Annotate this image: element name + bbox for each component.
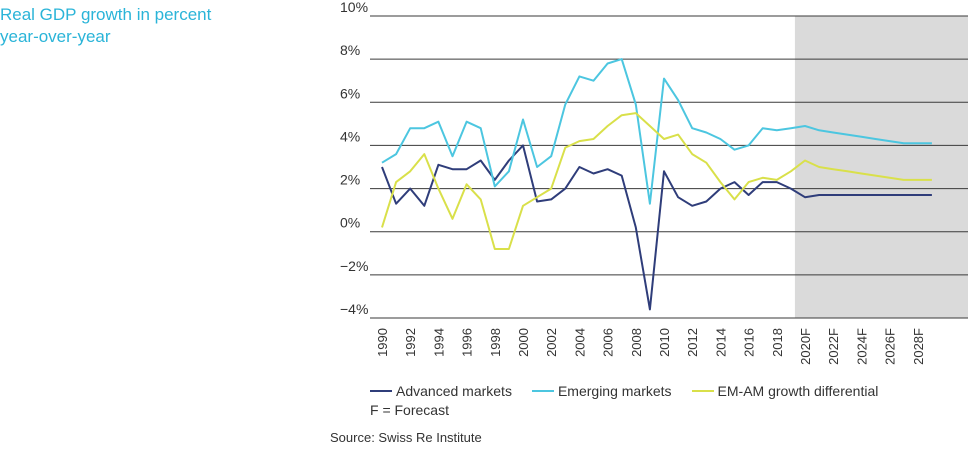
x-tick-label: 2000 bbox=[516, 328, 531, 357]
x-tick-label: 2008 bbox=[629, 328, 644, 357]
x-tick-label: 2022F bbox=[826, 328, 841, 365]
x-tick-label: 2016 bbox=[742, 328, 757, 357]
series-line-advanced bbox=[381, 144, 932, 311]
y-tick-label: −2% bbox=[340, 258, 368, 274]
x-tick-label: 2002 bbox=[544, 328, 559, 357]
x-tick-label: 2004 bbox=[572, 328, 587, 357]
legend-label-differential: EM-AM growth differential bbox=[717, 383, 879, 399]
legend-label-emerging: Emerging markets bbox=[557, 383, 672, 399]
legend-item-advanced: Advanced markets bbox=[370, 383, 512, 399]
series-line-differential bbox=[381, 112, 932, 250]
chart-title-line-2: year-over-year bbox=[0, 27, 111, 46]
x-tick-label: 1998 bbox=[488, 328, 503, 357]
legend: Advanced markets Emerging markets EM-AM … bbox=[370, 380, 898, 402]
x-tick-label: 2018 bbox=[770, 328, 785, 357]
x-tick-label: 1992 bbox=[403, 328, 418, 357]
forecast-note: F = Forecast bbox=[370, 402, 449, 418]
x-tick-label: 1996 bbox=[460, 328, 475, 357]
y-tick-label: 0% bbox=[340, 215, 360, 231]
x-tick-label: 2012 bbox=[685, 328, 700, 357]
x-tick-label: 2014 bbox=[713, 328, 728, 357]
x-tick-label: 1994 bbox=[431, 328, 446, 357]
line-chart: 10% 8% 6% 4% 2% 0% −2% −4% 1990 1992 1994 1996 1998 2… bbox=[340, 0, 968, 365]
x-tick-label: 2028F bbox=[911, 328, 926, 365]
x-tick-label: 2010 bbox=[657, 328, 672, 357]
legend-item-differential: EM-AM growth differential bbox=[691, 383, 879, 399]
y-tick-label: 8% bbox=[340, 42, 360, 58]
legend-item-emerging: Emerging markets bbox=[531, 383, 672, 399]
legend-label-advanced: Advanced markets bbox=[396, 383, 512, 399]
y-tick-label: −4% bbox=[340, 301, 368, 317]
y-tick-label: 4% bbox=[340, 128, 360, 144]
x-tick-label: 2026F bbox=[883, 328, 898, 365]
series-line-emerging bbox=[381, 58, 932, 205]
y-tick-label: 10% bbox=[340, 0, 368, 15]
x-tick-label: 2006 bbox=[601, 328, 616, 357]
legend-swatch-advanced bbox=[370, 390, 392, 392]
x-tick-label: 2020F bbox=[798, 328, 813, 365]
x-tick-label: 2024F bbox=[854, 328, 869, 365]
legend-swatch-differential bbox=[691, 390, 714, 392]
x-tick-label: 1990 bbox=[375, 328, 390, 357]
source-note: Source: Swiss Re Institute bbox=[330, 430, 482, 445]
legend-swatch-emerging bbox=[531, 390, 554, 392]
chart-title-line-1: Real GDP growth in percent bbox=[0, 5, 212, 24]
chart-title: Real GDP growth in percent year-over-yea… bbox=[0, 4, 211, 48]
y-tick-label: 6% bbox=[340, 85, 360, 101]
y-tick-label: 2% bbox=[340, 172, 360, 188]
